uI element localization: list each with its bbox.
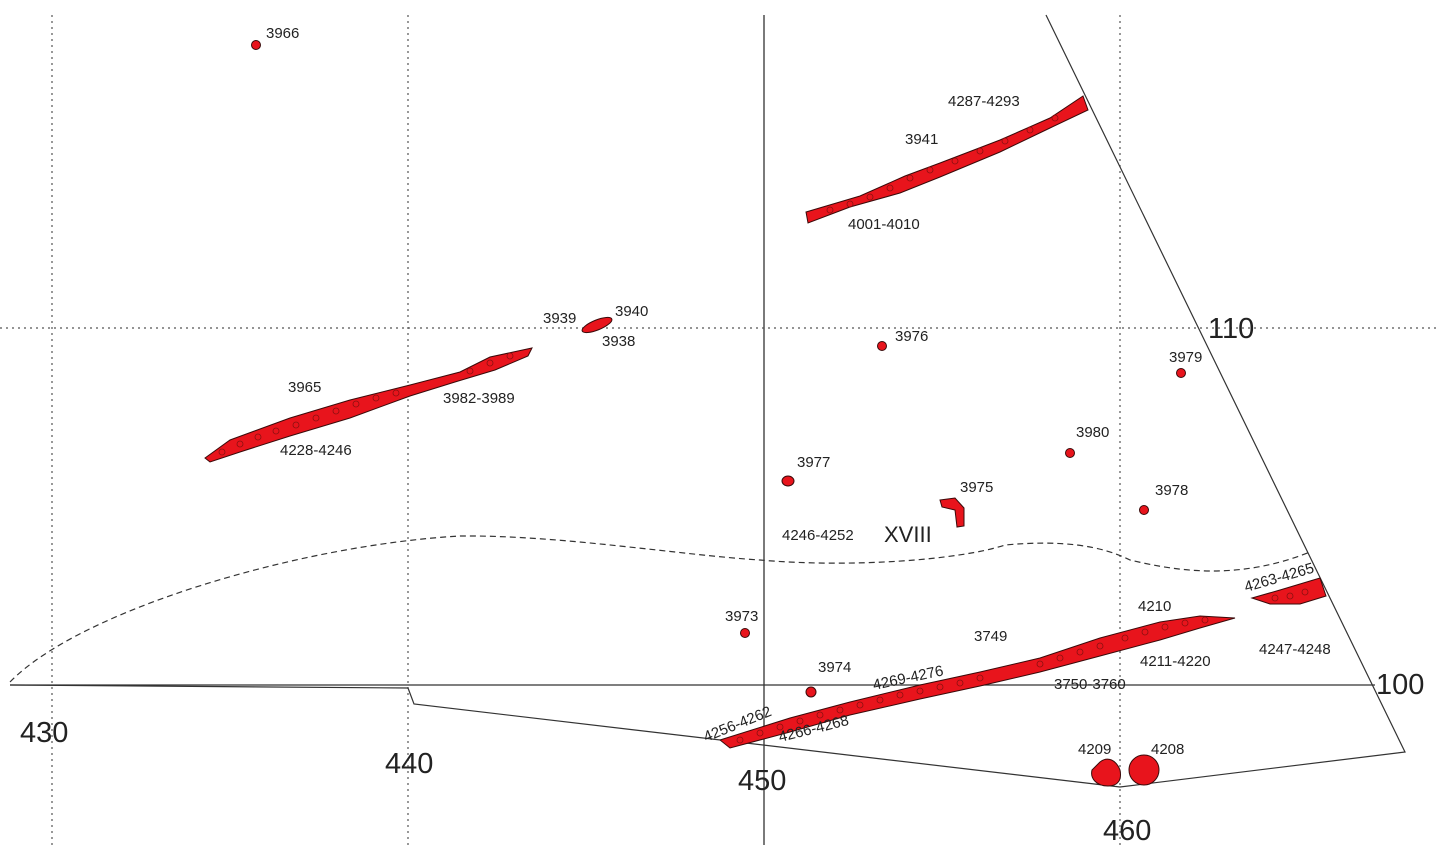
label-4287-4293: 4287-4293 xyxy=(948,93,1020,110)
feature-4287-4293 xyxy=(805,95,1089,224)
feature-3975 xyxy=(939,497,965,528)
label-3978: 3978 xyxy=(1155,482,1188,499)
feature-4208 xyxy=(1128,754,1160,786)
pebbles-4287 xyxy=(826,114,1059,214)
axis-label-430: 430 xyxy=(20,717,68,749)
label-3941: 3941 xyxy=(905,131,938,148)
axis-label-110: 110 xyxy=(1208,313,1254,345)
trench-boundary xyxy=(9,14,1406,788)
axis-labels: 430 440 450 460 110 100 xyxy=(20,313,1424,845)
label-3966: 3966 xyxy=(266,25,299,42)
feature-3973 xyxy=(740,628,750,638)
feature-3979 xyxy=(1176,368,1186,378)
feature-4228-4246 xyxy=(204,347,533,463)
label-zone-xviii: XVIII xyxy=(884,522,932,547)
label-4001-4010: 4001-4010 xyxy=(848,216,920,233)
label-3940: 3940 xyxy=(615,303,648,320)
feature-3977 xyxy=(781,475,795,487)
label-3979: 3979 xyxy=(1169,349,1202,366)
label-3749: 3749 xyxy=(974,628,1007,645)
feature-3966 xyxy=(251,40,261,50)
axis-label-440: 440 xyxy=(385,748,433,780)
axis-label-100: 100 xyxy=(1376,669,1424,701)
label-3938: 3938 xyxy=(602,333,635,350)
label-3980: 3980 xyxy=(1076,424,1109,441)
feature-4209 xyxy=(1091,758,1121,787)
pebbles-4228 xyxy=(218,352,514,456)
pebbles-4210 xyxy=(736,616,1209,744)
grid xyxy=(0,15,1438,845)
label-3965: 3965 xyxy=(288,379,321,396)
label-3976: 3976 xyxy=(895,328,928,345)
label-4209: 4209 xyxy=(1078,741,1111,758)
label-3974: 3974 xyxy=(818,659,851,676)
label-4208: 4208 xyxy=(1151,741,1184,758)
feature-3980 xyxy=(1065,448,1075,458)
label-4210: 4210 xyxy=(1138,598,1171,615)
axis-label-460: 460 xyxy=(1103,815,1151,845)
label-4246-4252: 4246-4252 xyxy=(782,527,854,544)
label-3982-3989: 3982-3989 xyxy=(443,390,515,407)
feature-4210 xyxy=(718,615,1236,749)
feature-3978 xyxy=(1139,505,1149,515)
feature-3939 xyxy=(581,316,613,334)
label-3975: 3975 xyxy=(960,479,993,496)
label-3750-3760: 3750-3760 xyxy=(1054,676,1126,693)
label-3977: 3977 xyxy=(797,454,830,471)
feature-4263-4265 xyxy=(1250,577,1327,605)
feature-3976 xyxy=(877,341,887,351)
axis-label-450: 450 xyxy=(738,765,786,797)
label-4211-4220: 4211-4220 xyxy=(1140,653,1211,670)
feature-3974 xyxy=(805,686,817,698)
label-3939: 3939 xyxy=(543,310,576,327)
label-3973: 3973 xyxy=(725,608,758,625)
label-4247-4248: 4247-4248 xyxy=(1259,641,1331,658)
pebbles-4263 xyxy=(1271,588,1309,602)
label-4228-4246: 4228-4246 xyxy=(280,442,352,459)
dashed-boundary-line xyxy=(9,535,1311,683)
features xyxy=(204,40,1327,787)
